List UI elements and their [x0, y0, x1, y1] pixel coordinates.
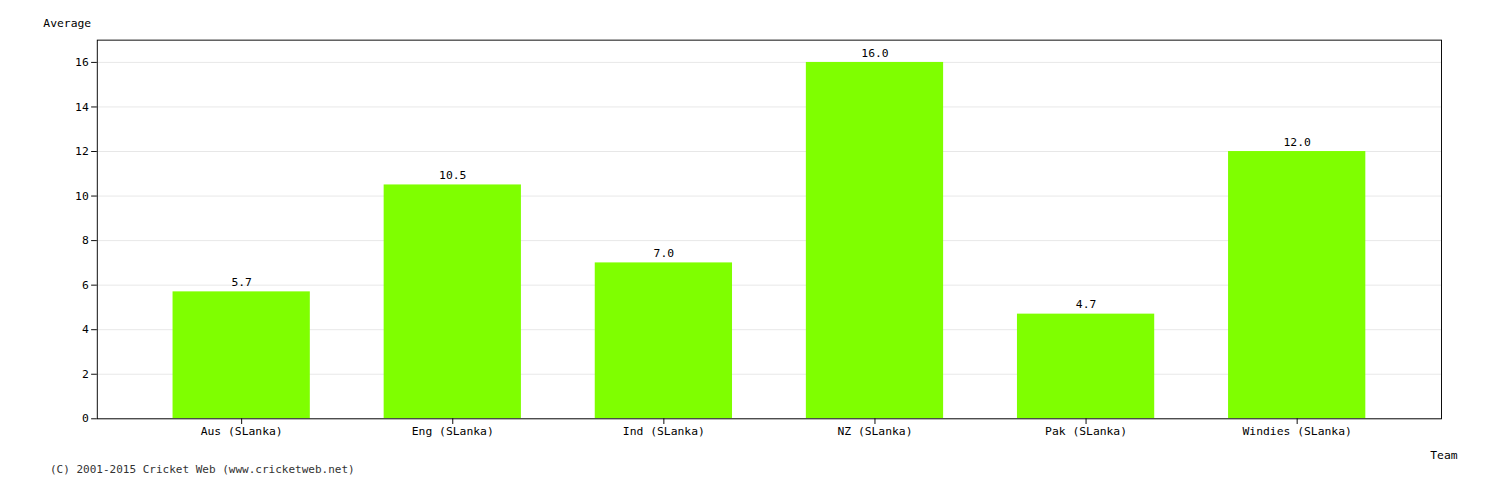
svg-text:6: 6: [82, 278, 89, 292]
svg-text:10.5: 10.5: [439, 168, 466, 182]
html-text:(C) 2001-2015 Cricket Web (www: (C) 2001-2015 Cricket Web (www.cricketwe…: [50, 462, 355, 476]
svg-text:7.0: 7.0: [654, 246, 675, 260]
svg-text:10: 10: [75, 189, 89, 203]
svg-text:NZ (SLanka): NZ (SLanka): [837, 424, 912, 438]
svg-text:16: 16: [75, 55, 89, 69]
svg-text:Ind (SLanka): Ind (SLanka): [623, 424, 705, 438]
svg-text:8: 8: [82, 233, 89, 247]
svg-text:Team: Team: [1430, 448, 1457, 461]
svg-text:0: 0: [82, 411, 89, 425]
svg-text:5.7: 5.7: [231, 275, 252, 289]
svg-text:12: 12: [75, 144, 89, 158]
svg-text:4: 4: [82, 322, 89, 336]
svg-text:Average: Average: [43, 16, 91, 30]
svg-text:16.0: 16.0: [861, 46, 888, 60]
svg-text:12.0: 12.0: [1283, 135, 1310, 149]
svg-text:Windies (SLanka): Windies (SLanka): [1243, 424, 1352, 438]
svg-text:14: 14: [75, 100, 89, 114]
svg-text:2: 2: [82, 367, 89, 381]
svg-text:Eng (SLanka): Eng (SLanka): [412, 424, 494, 438]
svg-text:4.7: 4.7: [1076, 297, 1097, 311]
svg-text:Aus (SLanka): Aus (SLanka): [201, 424, 283, 438]
svg-text:Pak (SLanka): Pak (SLanka): [1045, 424, 1127, 438]
